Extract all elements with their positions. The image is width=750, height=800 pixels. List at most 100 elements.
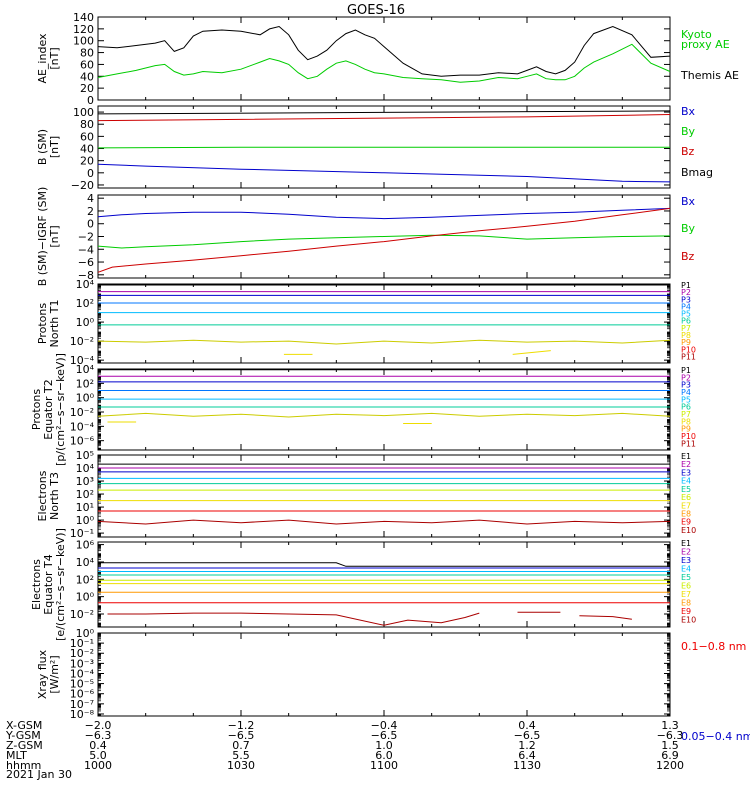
x-row-value: 1000 [84,759,112,772]
legend-entry: P2 [681,288,691,297]
legend-entry: E4 [681,565,691,574]
y-tick-label: 10⁶ [76,539,95,552]
y-axis-label: [W/m²] [48,655,61,693]
y-tick-label: 10⁻⁴ [70,354,95,367]
legend-entry: P11 [681,352,696,361]
x-row-label: Y-GSM [5,729,41,742]
x-row-value: 1.2 [518,739,536,752]
x-row-value: 0.7 [232,739,250,752]
y-tick-label: 10² [76,573,94,586]
legend-entry: Bz [681,145,695,158]
x-row-value: 1030 [227,759,255,772]
series-line-3 [97,146,670,149]
y-tick-label: 10⁴ [76,278,95,291]
legend-entry: E7 [681,590,691,599]
legend-entry: E9 [681,607,691,616]
y-tick-label: 10⁻² [70,647,94,660]
x-row-value: 5.0 [89,749,107,762]
y-axis-label: Protons [30,389,43,430]
y-tick-label: 0 [87,94,94,107]
legend-entry: P1 [681,366,691,375]
legend-entry: P7 [681,410,691,419]
y-axis-label: Protons [36,303,49,344]
legend-entry: P5 [681,395,691,404]
legend-entry: P3 [681,381,691,390]
x-row-label: MLT [6,749,27,762]
y-tick-label: 10² [76,377,94,390]
panel-frame [97,16,671,101]
x-row-value: −6.3 [657,729,684,742]
legend-entry: 0.05−0.4 nm [681,730,750,743]
series-line-4 [97,163,671,183]
y-tick-label: 10⁻² [70,406,94,419]
y-tick-label: 60 [80,130,94,143]
y-tick-label: 10² [76,297,94,310]
x-row-value: 1130 [513,759,541,772]
x-axis-annotation: X-GSM −2.0 −1.2 −0.4 0.4 1.3 Y-GSM −6.3 −6.5 −6.5… [5,719,684,781]
x-row-value: 1100 [370,759,398,772]
legend-entry: E9 [681,518,691,527]
x-row-value: −6.5 [371,729,398,742]
y-tick-label: 10⁰ [76,514,95,527]
y-tick-label: 10⁰ [76,316,95,329]
legend-entry: E7 [681,501,691,510]
y-tick-label: −2 [78,231,94,244]
legend-entry: P4 [681,302,691,311]
y-tick-label: 10⁻⁶ [70,435,95,448]
legend-entry: P8 [681,417,691,426]
y-axis-label: [e/(cm²−s−sr−keV)] [54,528,67,641]
panel-8: 10⁻⁸10⁻⁷10⁻⁶10⁻⁵10⁻⁴10⁻³10⁻²10⁻¹10⁰ Xray … [36,627,750,743]
legend-entry: By [681,222,696,235]
legend-entry: E2 [681,460,691,469]
series-line-7 [97,412,671,418]
legend-entry: E1 [681,452,691,461]
legend-entry: E5 [681,573,691,582]
y-axis-label: Equator T4 [42,554,55,614]
legend-entry: P2 [681,373,691,382]
panel-frame [97,454,671,538]
legend-entry: P10 [681,432,696,441]
legend-entry: E8 [681,509,691,518]
x-row-value: −2.0 [85,719,112,732]
series-line-3 [97,207,671,273]
legend-entry: Bx [681,105,696,118]
series-line-9 [107,612,480,626]
y-tick-label: 120 [73,23,94,36]
y-tick-label: 4 [87,192,94,205]
y-tick-label: 10⁴ [76,363,95,376]
legend-entry: P1 [681,281,691,290]
legend-entry: E10 [681,616,696,625]
legend-entry: E1 [681,539,691,548]
y-tick-label: 10⁻⁷ [70,698,94,711]
y-axis-label: Electrons [36,470,49,521]
y-tick-label: 60 [80,58,94,71]
series-line-1 [97,110,671,115]
x-row-value: 1.3 [661,719,679,732]
x-row-value: −1.2 [228,719,255,732]
y-axis-label: AE_index [36,33,49,84]
panel-7: 10⁻² 10⁰ 10² 10⁴ 10⁶ Electrons Equator T4 [e/(c… [30,528,696,641]
y-tick-label: 10⁻⁴ [70,420,95,433]
y-tick-label: 10¹ [76,501,94,514]
legend-entry: P4 [681,388,691,397]
legend-entry: E3 [681,556,691,565]
y-tick-label: 10³ [76,475,94,488]
y-tick-label: 40 [80,143,94,156]
legend-entry: P8 [681,331,691,340]
y-tick-label: 10⁻⁸ [70,708,95,721]
panel-frame [97,632,671,717]
y-tick-label: 10⁰ [76,591,95,604]
y-tick-label: 0 [87,218,94,231]
panel-frame [97,541,671,628]
legend-entry: P5 [681,310,691,319]
y-axis-label: Equator T2 [42,379,55,439]
y-tick-label: −20 [71,179,94,192]
y-tick-label: 100 [73,106,94,119]
x-row-value: −6.3 [85,729,112,742]
legend-entry: Kyoto [681,28,712,41]
y-axis-label: [p/(cm²−s−sr−keV)] [54,353,67,466]
series-line-1 [98,562,670,567]
